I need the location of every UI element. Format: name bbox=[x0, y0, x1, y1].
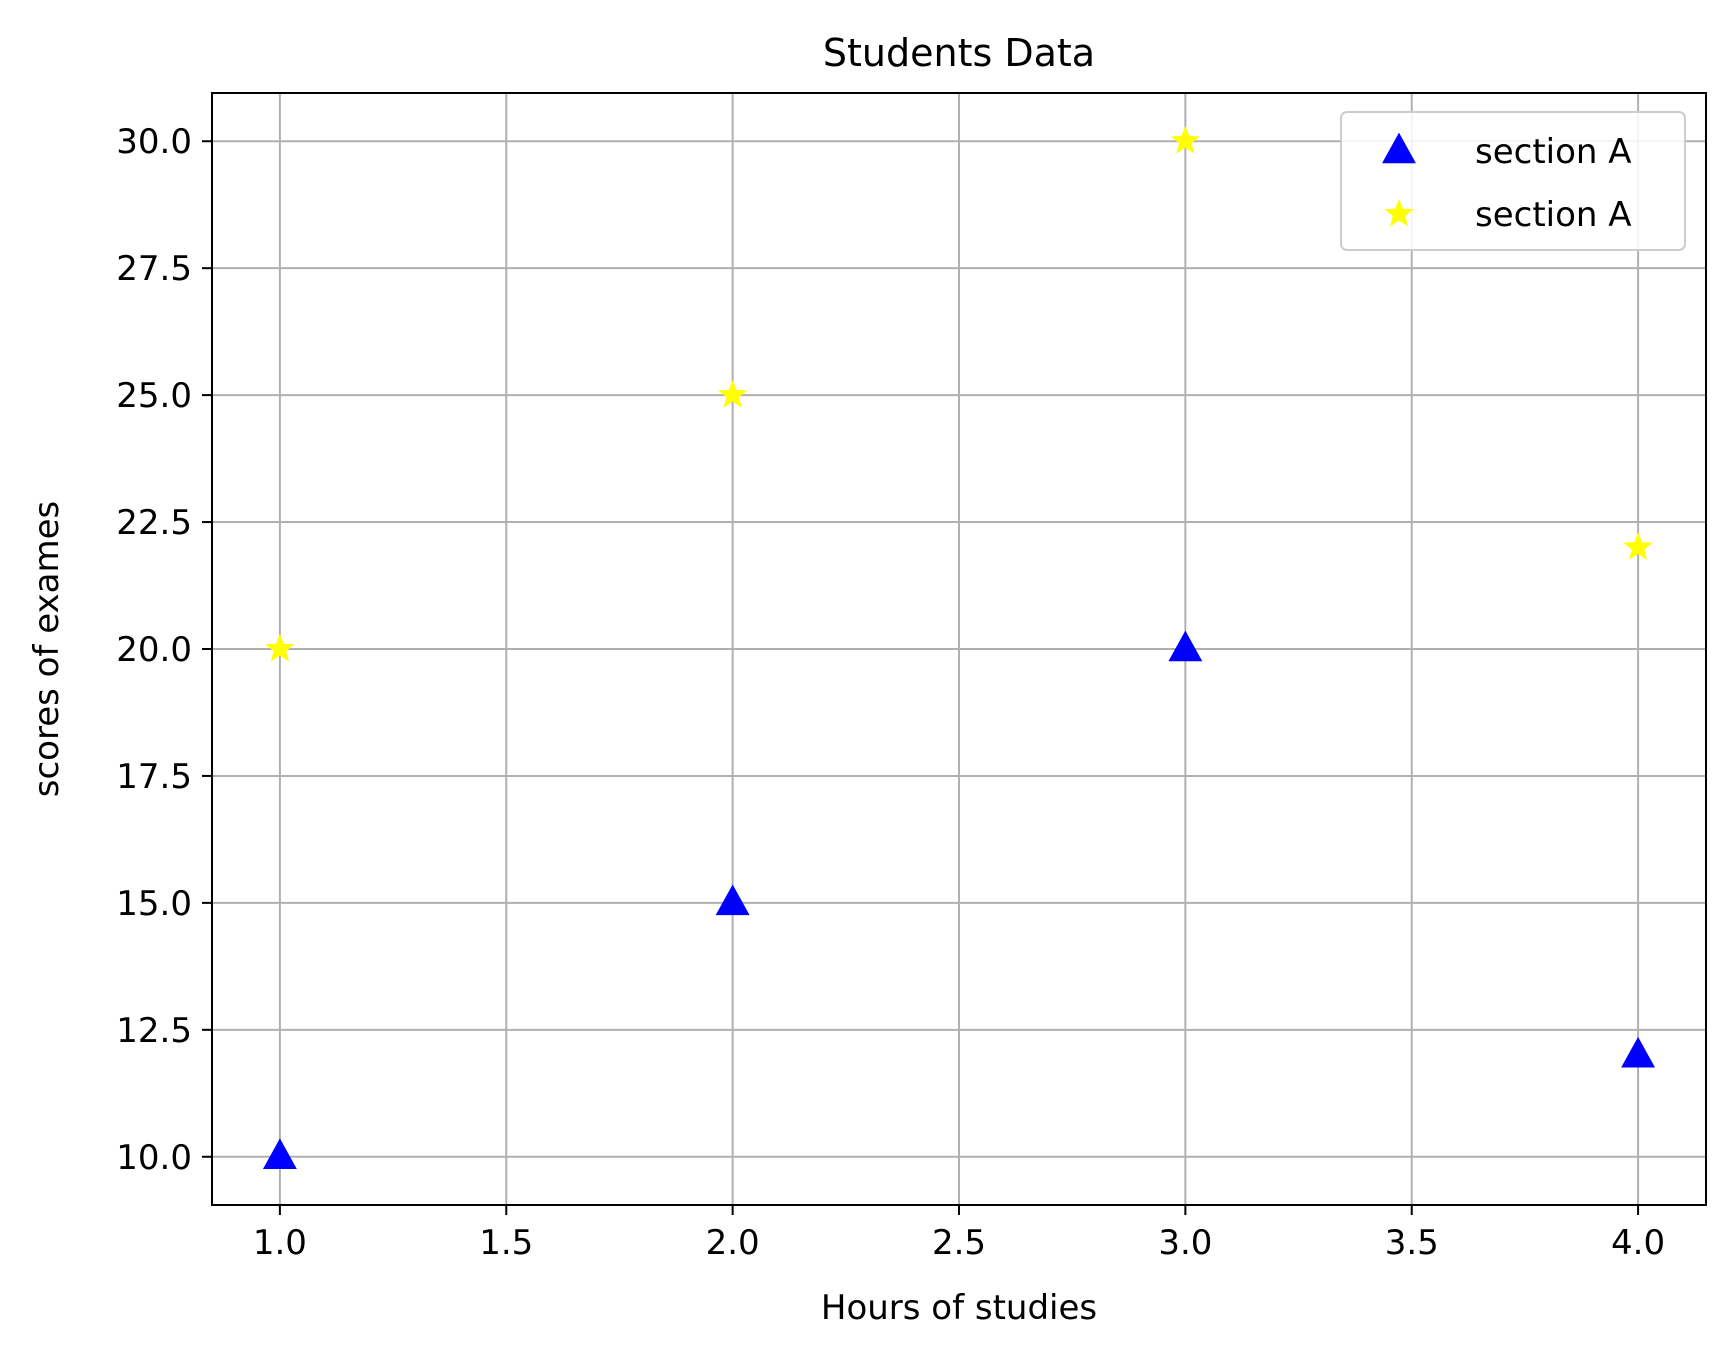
star-point bbox=[1170, 125, 1201, 154]
y-tick-label: 20.0 bbox=[116, 630, 192, 670]
y-tick-label: 30.0 bbox=[116, 122, 192, 162]
y-tick-label: 22.5 bbox=[116, 503, 192, 543]
triangle-point bbox=[262, 1138, 297, 1170]
legend-label: section A bbox=[1475, 132, 1632, 172]
grid-lines bbox=[212, 93, 1706, 1205]
x-axis-label: Hours of studies bbox=[821, 1288, 1097, 1328]
data-points bbox=[262, 125, 1656, 1170]
chart-title: Students Data bbox=[823, 31, 1095, 75]
legend-triangle-marker bbox=[1382, 132, 1416, 164]
y-tick-label: 17.5 bbox=[116, 757, 192, 797]
y-tick-label: 10.0 bbox=[116, 1138, 192, 1178]
y-tick-label: 27.5 bbox=[116, 249, 192, 289]
legend: section A section A bbox=[1340, 111, 1686, 251]
legend-box bbox=[1340, 111, 1686, 251]
legend-items: section A section A bbox=[1382, 132, 1632, 235]
x-tick-label: 1.5 bbox=[479, 1223, 533, 1263]
triangle-point bbox=[1621, 1036, 1656, 1068]
x-tick-label: 2.0 bbox=[706, 1223, 760, 1263]
y-tick-label: 25.0 bbox=[116, 376, 192, 416]
x-tick-label: 3.0 bbox=[1158, 1223, 1212, 1263]
x-tick-label: 3.5 bbox=[1385, 1223, 1439, 1263]
triangle-point bbox=[715, 884, 750, 916]
y-tick-label: 15.0 bbox=[116, 884, 192, 924]
y-axis-label: scores of exames bbox=[27, 501, 67, 798]
plot-frame bbox=[211, 92, 1707, 1206]
star-point bbox=[265, 633, 295, 662]
star-point bbox=[717, 379, 748, 408]
x-tick-label: 2.5 bbox=[932, 1223, 986, 1263]
legend-star-marker bbox=[1384, 198, 1414, 227]
star-point bbox=[1623, 532, 1653, 560]
legend-label: section A bbox=[1475, 195, 1632, 235]
y-tick-label: 12.5 bbox=[116, 1011, 192, 1051]
x-tick-label: 4.0 bbox=[1611, 1223, 1665, 1263]
axis-ticks: 1.0 1.5 2.0 2.5 3.0 3.5 4.0 10.0 12.5 15.0 17.5 20.… bbox=[116, 122, 1665, 1263]
triangle-point bbox=[1168, 630, 1203, 662]
x-tick-label: 1.0 bbox=[253, 1223, 307, 1263]
